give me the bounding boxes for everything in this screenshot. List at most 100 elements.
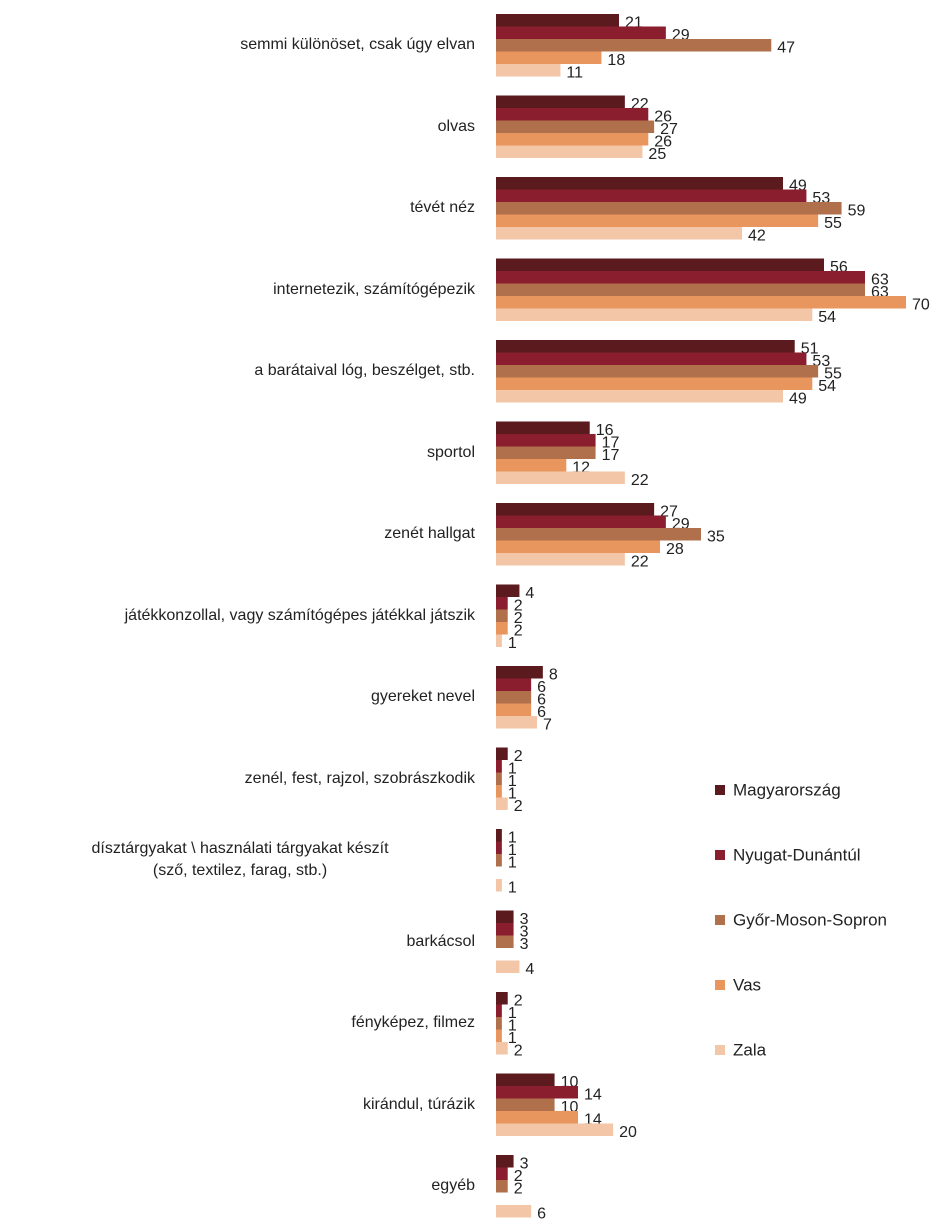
bar	[496, 1098, 555, 1111]
value-label: 4	[525, 585, 534, 602]
category-label: egyéb	[431, 1177, 475, 1195]
bar	[496, 703, 532, 716]
legend-label: Zala	[733, 1040, 767, 1059]
value-label: 63	[871, 271, 889, 288]
bar	[496, 634, 502, 647]
bar	[496, 503, 655, 516]
legend-label: Győr-Moson-Sopron	[733, 910, 887, 929]
category-label: sportol	[426, 443, 475, 461]
bar	[496, 365, 819, 378]
value-label: 26	[654, 133, 672, 150]
bar	[496, 227, 742, 240]
value-label: 2	[514, 798, 523, 815]
bar	[496, 597, 508, 610]
bar	[496, 434, 596, 447]
bar	[496, 1123, 614, 1136]
value-label: 2	[514, 597, 523, 614]
bar	[496, 1004, 502, 1017]
category-label: barkácsol	[406, 932, 475, 950]
value-label: 26	[654, 108, 672, 125]
bar	[496, 1167, 508, 1180]
value-label: 28	[666, 541, 684, 558]
value-label: 1	[508, 854, 517, 871]
value-label: 22	[631, 472, 649, 489]
category-label: semmi különöset, csak úgy elvan	[240, 36, 475, 54]
bar	[496, 992, 508, 1005]
value-label: 11	[566, 64, 583, 81]
bar	[496, 747, 508, 760]
bar	[496, 26, 666, 39]
value-label: 4	[525, 961, 534, 978]
value-label: 14	[584, 1086, 602, 1103]
bar	[496, 177, 783, 190]
value-label: 55	[824, 215, 842, 232]
value-label: 16	[596, 422, 614, 439]
bar	[496, 51, 602, 64]
value-label: 3	[520, 936, 529, 953]
value-label: 7	[543, 716, 552, 733]
value-label: 1	[508, 1005, 517, 1022]
bar	[496, 459, 567, 472]
value-label: 42	[748, 227, 766, 244]
value-label: 1	[508, 829, 517, 846]
bar	[496, 584, 520, 597]
bar	[496, 622, 508, 635]
value-label: 54	[818, 378, 836, 395]
value-label: 2	[514, 1180, 523, 1197]
value-label: 47	[777, 39, 795, 56]
bar	[496, 108, 649, 121]
bar	[496, 540, 660, 553]
bar	[496, 39, 772, 52]
bar	[496, 308, 813, 321]
category-label: zenét hallgat	[384, 525, 475, 543]
legend-label: Vas	[733, 975, 761, 994]
value-label: 17	[602, 434, 620, 451]
value-label: 55	[824, 365, 842, 382]
bar	[496, 797, 508, 810]
bar	[496, 421, 590, 434]
bar	[496, 1017, 502, 1030]
bar	[496, 528, 701, 541]
bar	[496, 14, 619, 27]
value-label: 54	[818, 309, 836, 326]
value-label: 25	[648, 146, 666, 163]
category-label: olvas	[437, 117, 475, 135]
bar	[496, 390, 783, 403]
value-label: 1	[508, 760, 517, 777]
legend-swatch	[715, 980, 725, 990]
value-label: 22	[631, 553, 649, 570]
legend-swatch	[715, 850, 725, 860]
bar	[496, 145, 643, 158]
bar	[496, 340, 795, 353]
bar	[496, 1111, 578, 1124]
value-label: 17	[602, 447, 620, 464]
value-label: 2	[514, 1042, 523, 1059]
value-label: 49	[789, 390, 807, 407]
legend-label: Magyarország	[733, 780, 841, 799]
value-label: 2	[514, 748, 523, 765]
value-label: 18	[607, 52, 625, 69]
bar	[496, 202, 842, 215]
bar	[496, 854, 502, 867]
value-label: 2	[514, 610, 523, 627]
value-label: 2	[514, 992, 523, 1009]
bar	[496, 1180, 508, 1193]
value-label: 20	[619, 1124, 637, 1141]
category-label: játékkonzollal, vagy számítógépes játékk…	[124, 606, 475, 624]
bar	[496, 271, 865, 284]
legend-label: Nyugat-Dunántúl	[733, 845, 861, 864]
bar	[496, 960, 520, 973]
bar	[496, 841, 502, 854]
bar	[496, 1205, 532, 1218]
value-label: 1	[508, 785, 517, 802]
category-label: zenél, fest, rajzol, szobrászkodik	[244, 769, 475, 787]
bar	[496, 120, 655, 133]
category-label: dísztárgyakat \ használati tárgyakat kés…	[91, 840, 389, 880]
bar	[496, 1042, 508, 1055]
bar	[496, 829, 502, 842]
value-label: 6	[537, 679, 546, 696]
category-label: fényképez, filmez	[351, 1014, 475, 1032]
legend-swatch	[715, 1045, 725, 1055]
value-label: 6	[537, 1205, 546, 1221]
